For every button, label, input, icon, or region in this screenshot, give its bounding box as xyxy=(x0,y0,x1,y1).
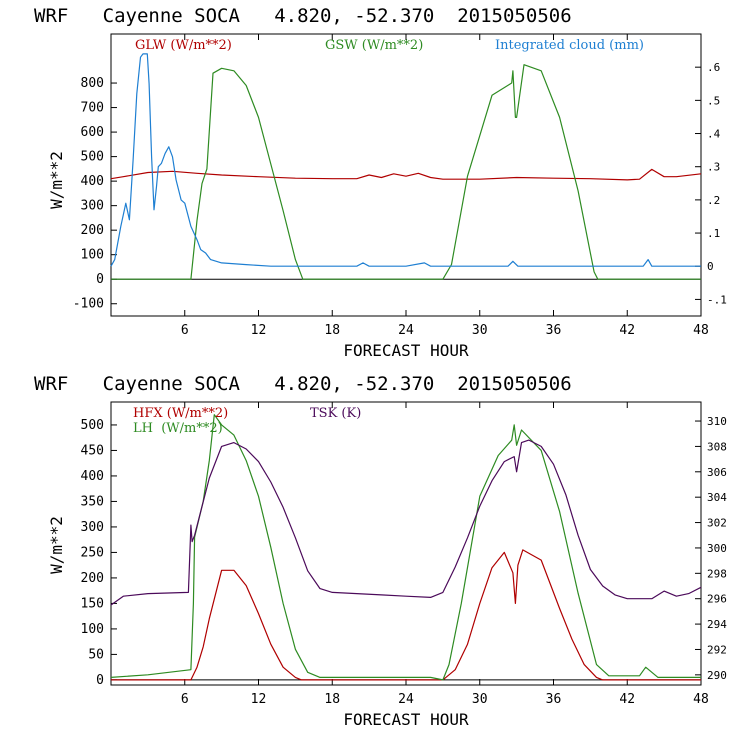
panel-1-x-tick-label: 42 xyxy=(619,323,635,338)
panel-2-y-tick-label: 0 xyxy=(96,673,104,688)
panel-1-y2-tick-label: -.1 xyxy=(707,293,727,306)
panel-2-y2-tick-label: 306 xyxy=(707,466,727,479)
panel-2-y2-tick-label: 310 xyxy=(707,415,727,428)
panel-2-x-tick-label: 12 xyxy=(251,692,267,707)
panel-2-y-tick-label: 300 xyxy=(81,520,104,535)
series-glw-line xyxy=(110,168,702,181)
panel-2-y-tick-label: 200 xyxy=(81,571,104,586)
panel-2-x-tick-label: 18 xyxy=(324,692,340,707)
panel-2-y-tick-label: 350 xyxy=(81,494,104,509)
panel-1-series xyxy=(110,53,702,280)
panel-2-y2-tick-label: 298 xyxy=(707,567,727,580)
series-gsw-line xyxy=(111,64,701,280)
panel-2-x-tick-label: 30 xyxy=(472,692,488,707)
panel-2-axes: 6 12 18 24 30 36 42 48 0 50 100 150 200 250 300 350 400 4… xyxy=(81,402,727,707)
panel-1-x-tick-label: 24 xyxy=(398,323,414,338)
panel-1-y-tick-label: 200 xyxy=(81,223,104,238)
panel-1-y2-tick-label: .3 xyxy=(707,161,720,174)
panel-1-axes: 6 12 18 24 30 36 42 48 -100 0 100 200 300 400 500 600 70… xyxy=(73,34,727,338)
legend-integrated-cloud: Integrated cloud (mm) xyxy=(495,38,644,53)
panel-2-y2-tick-label: 308 xyxy=(707,440,727,453)
panel-1-title: WRF Cayenne SOCA 4.820, -52.370 20150505… xyxy=(34,5,572,27)
panel-1-y2-tick-label: .5 xyxy=(707,94,720,107)
panel-radiation: WRF Cayenne SOCA 4.820, -52.370 20150505… xyxy=(34,5,727,360)
panel-2-y2-tick-label: 292 xyxy=(707,643,727,656)
panel-2-y2-tick-label: 300 xyxy=(707,542,727,555)
legend-hfx: HFX (W/m**2) xyxy=(133,406,228,421)
panel-1-y-tick-label: 700 xyxy=(81,101,104,116)
panel-1-y-tick-label: 300 xyxy=(81,199,104,214)
panel-2-y-tick-label: 400 xyxy=(81,469,104,484)
panel-1-y-axis-label: W/m**2 xyxy=(47,151,66,209)
panel-2-x-tick-label: 42 xyxy=(619,692,635,707)
panel-2-y2-tick-label: 296 xyxy=(707,593,727,606)
panel-2-x-tick-label: 6 xyxy=(181,692,189,707)
panel-2-y-tick-label: 250 xyxy=(81,545,104,560)
panel-1-y-tick-label: -100 xyxy=(73,297,104,312)
panel-2-y-tick-label: 450 xyxy=(81,443,104,458)
panel-1-y2-tick-label: .1 xyxy=(707,227,720,240)
panel-2-x-tick-label: 24 xyxy=(398,692,414,707)
legend-tsk: TSK (K) xyxy=(310,406,361,421)
panel-fluxes: WRF Cayenne SOCA 4.820, -52.370 20150505… xyxy=(34,373,727,729)
panel-1-y2-tick-label: .4 xyxy=(707,128,721,141)
panel-1-x-tick-label: 36 xyxy=(546,323,562,338)
panel-1-x-tick-label: 18 xyxy=(324,323,340,338)
panel-1-x-tick-label: 12 xyxy=(251,323,267,338)
panel-2-frame xyxy=(110,401,702,686)
panel-1-y-tick-label: 100 xyxy=(81,248,104,263)
panel-2-x-tick-label: 48 xyxy=(693,692,709,707)
panel-2-y-tick-label: 500 xyxy=(81,418,104,433)
panel-2-x-tick-label: 36 xyxy=(546,692,562,707)
panel-1-x-tick-label: 48 xyxy=(693,323,709,338)
panel-1-x-tick-label: 6 xyxy=(181,323,189,338)
legend-gsw: GSW (W/m**2) xyxy=(325,38,423,53)
panel-2-y-tick-label: 150 xyxy=(81,596,104,611)
panel-2-y2-tick-label: 294 xyxy=(707,618,727,631)
panel-1-y-tick-label: 600 xyxy=(81,125,104,140)
panel-1-frame xyxy=(110,33,702,317)
panel-2-y2-tick-label: 304 xyxy=(707,491,727,504)
legend-glw: GLW (W/m**2) xyxy=(135,38,232,53)
panel-2-y-tick-label: 50 xyxy=(88,647,104,662)
series-hfx-line xyxy=(111,549,701,681)
panel-2-y2-tick-label: 290 xyxy=(707,669,727,682)
panel-2-x-axis-label: FORECAST HOUR xyxy=(343,710,469,729)
panel-2-y2-tick-label: 302 xyxy=(707,517,727,530)
panel-2-y-axis-label: W/m**2 xyxy=(47,516,66,574)
panel-1-x-axis-label: FORECAST HOUR xyxy=(343,341,469,360)
panel-2-title: WRF Cayenne SOCA 4.820, -52.370 20150505… xyxy=(34,373,572,395)
panel-1-y-tick-label: 500 xyxy=(81,150,104,165)
panel-1-y2-tick-label: .6 xyxy=(707,61,720,74)
panel-2-series xyxy=(110,414,702,681)
panel-1-y-tick-label: 400 xyxy=(81,174,104,189)
panel-1-y2-tick-label: 0 xyxy=(707,260,714,273)
panel-1-y2-tick-label: .2 xyxy=(707,194,720,207)
panel-2-y-tick-label: 100 xyxy=(81,622,104,637)
series-integrated-line xyxy=(110,53,701,267)
legend-lh: LH (W/m**2) xyxy=(133,421,223,436)
series-tsk-line xyxy=(110,439,702,606)
panel-1-y-tick-label: 800 xyxy=(81,76,104,91)
panel-1-y-tick-label: 0 xyxy=(96,272,104,287)
panel-1-x-tick-label: 30 xyxy=(472,323,488,338)
series-lh-line xyxy=(110,414,701,681)
